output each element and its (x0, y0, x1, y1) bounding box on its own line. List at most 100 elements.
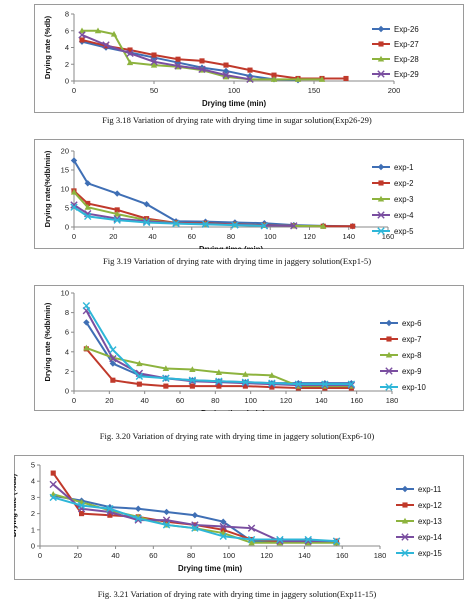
x-tick-label: 20 (74, 551, 82, 560)
data-point-exp-8 (189, 366, 196, 372)
data-point-exp-13 (248, 539, 255, 546)
data-point-exp-15 (219, 532, 227, 540)
y-tick-label: 4 (31, 477, 35, 486)
legend-marker-exp-1 (377, 163, 385, 171)
data-point-exp-5 (172, 219, 180, 228)
x-tick-label: 150 (308, 86, 321, 95)
legend-marker-exp-13 (401, 517, 409, 524)
data-point-exp-12 (78, 511, 85, 517)
data-point-exp-2 (85, 200, 91, 206)
data-point-Exp-26 (246, 72, 254, 80)
data-point-exp-5 (201, 220, 210, 229)
data-point-Exp-29 (150, 58, 158, 66)
data-point-exp-10 (215, 377, 223, 385)
x-tick-label: 20 (109, 232, 117, 241)
data-point-exp-1 (84, 180, 91, 187)
data-point-exp-13 (276, 539, 284, 546)
y-tick-label: 8 (65, 10, 69, 19)
series-line-exp-5 (73, 206, 265, 227)
legend-label-exp-2: exp-2 (394, 179, 414, 188)
legend-marker-exp-2 (378, 180, 384, 186)
data-point-exp-9 (109, 354, 117, 363)
data-point-exp-12 (163, 519, 170, 525)
x-tick-label: 80 (211, 396, 219, 405)
chart-1-frame (34, 4, 464, 113)
x-tick-label: 120 (260, 551, 273, 560)
data-point-exp-8 (242, 371, 249, 377)
y-tick-label: 8 (65, 308, 69, 317)
data-point-exp-4 (70, 201, 78, 209)
series-line-exp-13 (52, 493, 337, 544)
x-tick-label: 200 (388, 86, 401, 95)
legend-marker-Exp-26 (377, 25, 385, 33)
x-tick-label: 100 (223, 551, 236, 560)
chart-3-svg: 0 20 40 60 80 100 120 140 160 180 0 2 4 6 8 10 Drying ti… (43, 289, 427, 412)
y-tick-label: 6 (65, 328, 69, 337)
data-point-exp-2 (350, 223, 356, 229)
data-point-Exp-29 (246, 75, 254, 84)
x-tick-label: 120 (280, 396, 293, 405)
data-point-Exp-29 (102, 41, 110, 49)
legend-marker-exp-5 (377, 227, 385, 235)
data-point-exp-15 (191, 524, 199, 532)
chart-1-caption: Fig 3.18 Variation of drying rate with d… (102, 115, 372, 125)
data-point-exp-10 (82, 302, 91, 310)
data-point-exp-5 (84, 212, 92, 221)
data-point-Exp-27 (151, 52, 157, 58)
data-point-Exp-28 (94, 27, 102, 34)
chart-4-svg: 0 20 40 60 80 100 120 140 160 180 0 1 2 3 4 5 Drying tim… (14, 461, 443, 574)
data-point-exp-15 (77, 501, 86, 510)
data-point-exp-13 (305, 539, 312, 546)
data-point-exp-7 (269, 384, 275, 390)
chart-4-caption: Fig. 3.21 Variation of drying rate with … (97, 589, 377, 599)
x-tick-label: 100 (264, 232, 277, 241)
data-point-Exp-27 (271, 72, 277, 78)
data-point-Exp-28 (270, 76, 278, 82)
x-axis-label: Drying time (min) (201, 409, 266, 411)
x-tick-label: 80 (227, 232, 235, 241)
x-tick-label: 60 (176, 396, 184, 405)
x-tick-label: 0 (72, 232, 76, 241)
data-point-exp-11 (191, 512, 199, 519)
data-point-exp-8 (268, 372, 276, 378)
y-tick-label: 2 (65, 367, 69, 376)
y-tick-label: 2 (65, 60, 69, 69)
data-point-exp-3 (70, 188, 78, 195)
data-point-exp-1 (113, 190, 121, 197)
y-tick-label: 4 (65, 43, 69, 52)
chart-2-caption: Fig 3.19 Variation of drying rate with d… (102, 256, 372, 266)
data-point-Exp-26 (222, 67, 230, 75)
data-point-exp-5 (113, 216, 121, 224)
data-point-exp-8 (83, 344, 90, 351)
y-tick-label: 5 (65, 204, 69, 213)
y-tick-label: 1 (31, 525, 35, 534)
legend-label-exp-11: exp-11 (418, 485, 441, 494)
series-line-Exp-29 (81, 34, 251, 81)
x-axis-label: Drying time (min) (199, 245, 264, 249)
data-point-exp-5 (231, 221, 239, 229)
data-point-exp-5 (142, 218, 151, 227)
data-point-exp-7 (216, 383, 222, 389)
legend-label-exp-5: exp-5 (394, 227, 414, 236)
data-point-Exp-28 (318, 76, 326, 82)
legend-label-exp-6: exp-6 (402, 319, 422, 328)
x-tick-label: 80 (187, 551, 195, 560)
data-point-exp-11 (135, 505, 142, 512)
data-point-exp-10 (347, 380, 356, 388)
x-tick-label: 140 (342, 232, 355, 241)
chart-4-frame (14, 455, 464, 580)
legend-label-exp-14: exp-14 (418, 533, 443, 542)
data-point-Exp-27 (79, 37, 85, 43)
x-tick-label: 120 (303, 232, 316, 241)
x-axis-label: Drying time (min) (202, 99, 267, 108)
data-point-exp-7 (110, 377, 116, 383)
x-tick-label: 0 (38, 551, 42, 560)
legend-marker-Exp-28 (377, 55, 385, 62)
x-tick-label: 160 (350, 396, 363, 405)
legend-label-exp-7: exp-7 (402, 335, 422, 344)
data-point-exp-11 (106, 503, 114, 511)
legend-label-Exp-29: Exp-29 (394, 70, 419, 79)
data-point-exp-10 (135, 372, 144, 380)
data-point-exp-15 (332, 537, 341, 545)
legend-marker-exp-9 (385, 367, 393, 375)
